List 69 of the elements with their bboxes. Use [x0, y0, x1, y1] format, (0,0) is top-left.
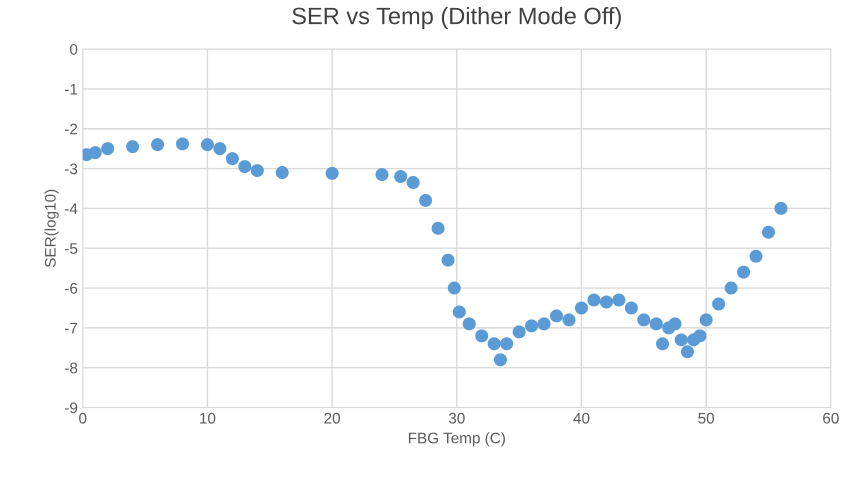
point — [712, 297, 726, 310]
point — [176, 137, 189, 150]
y-axis-title: SER(log10) — [44, 190, 59, 268]
point — [737, 266, 750, 279]
chart-title: SER vs Temp (Dither Mode Off) — [292, 6, 621, 29]
y-tick-label: 0 — [70, 44, 78, 55]
point — [750, 250, 763, 263]
point — [587, 293, 600, 307]
point — [724, 282, 738, 295]
point — [612, 293, 626, 307]
y-tick-label: -3 — [64, 163, 78, 174]
point — [462, 317, 476, 330]
point — [151, 138, 164, 152]
point — [88, 146, 102, 160]
y-tick-label: -7 — [64, 322, 78, 334]
y-tick-label: -5 — [64, 243, 78, 254]
point — [452, 305, 466, 318]
point — [250, 164, 264, 178]
point — [475, 329, 488, 342]
y-tick-label: -4 — [64, 203, 78, 214]
point — [562, 313, 576, 326]
point — [674, 333, 688, 346]
point — [101, 142, 114, 156]
x-tick-label: 30 — [448, 412, 465, 424]
point — [326, 166, 339, 180]
point — [276, 166, 289, 180]
x-tick-label: 0 — [79, 412, 86, 424]
point — [774, 202, 788, 215]
point — [432, 222, 445, 235]
x-axis-title: FBG Temp (C) — [408, 432, 505, 446]
point — [693, 329, 706, 342]
y-tick-label: -1 — [64, 84, 78, 94]
point — [650, 317, 663, 330]
point — [238, 160, 252, 174]
point — [574, 301, 588, 314]
point — [700, 313, 713, 326]
point — [656, 337, 670, 350]
x-tick-label: 40 — [573, 412, 590, 424]
point — [680, 345, 694, 358]
point — [126, 140, 140, 154]
y-tick-label: -9 — [64, 402, 78, 414]
point — [762, 226, 775, 239]
x-tick-label: 50 — [698, 412, 714, 424]
point — [226, 152, 239, 166]
point — [448, 282, 461, 295]
point — [375, 168, 388, 182]
point — [494, 353, 507, 366]
point — [500, 337, 514, 350]
point — [525, 319, 538, 332]
point — [406, 176, 420, 190]
y-tick-label: -6 — [64, 282, 78, 294]
point — [488, 337, 501, 350]
point — [600, 295, 613, 308]
point — [624, 301, 638, 314]
point — [550, 309, 564, 322]
point — [419, 194, 432, 207]
point — [442, 254, 455, 267]
point — [213, 142, 226, 156]
y-tick-label: -8 — [64, 362, 78, 374]
point — [200, 138, 214, 152]
x-tick-label: 60 — [823, 412, 839, 424]
x-tick-label: 10 — [200, 412, 216, 424]
x-tick-label: 20 — [324, 412, 340, 424]
point — [394, 170, 408, 184]
point — [637, 313, 650, 326]
point — [538, 317, 551, 330]
y-tick-label: -2 — [64, 124, 78, 134]
point — [512, 325, 526, 338]
point — [668, 317, 682, 330]
